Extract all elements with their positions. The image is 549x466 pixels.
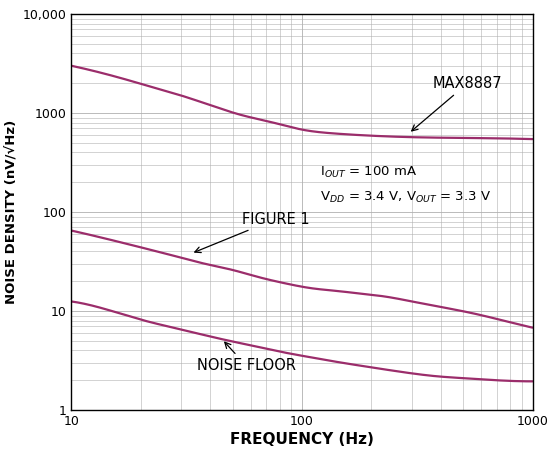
Y-axis label: NOISE DENSITY (nV/√Hz): NOISE DENSITY (nV/√Hz) (5, 120, 19, 304)
Text: V$_{DD}$ = 3.4 V, V$_{OUT}$ = 3.3 V: V$_{DD}$ = 3.4 V, V$_{OUT}$ = 3.3 V (320, 190, 491, 205)
Text: I$_{OUT}$ = 100 mA: I$_{OUT}$ = 100 mA (320, 165, 417, 180)
X-axis label: FREQUENCY (Hz): FREQUENCY (Hz) (230, 432, 374, 447)
Text: FIGURE 1: FIGURE 1 (195, 212, 310, 253)
Text: NOISE FLOOR: NOISE FLOOR (197, 342, 296, 373)
Text: MAX8887: MAX8887 (412, 75, 502, 131)
